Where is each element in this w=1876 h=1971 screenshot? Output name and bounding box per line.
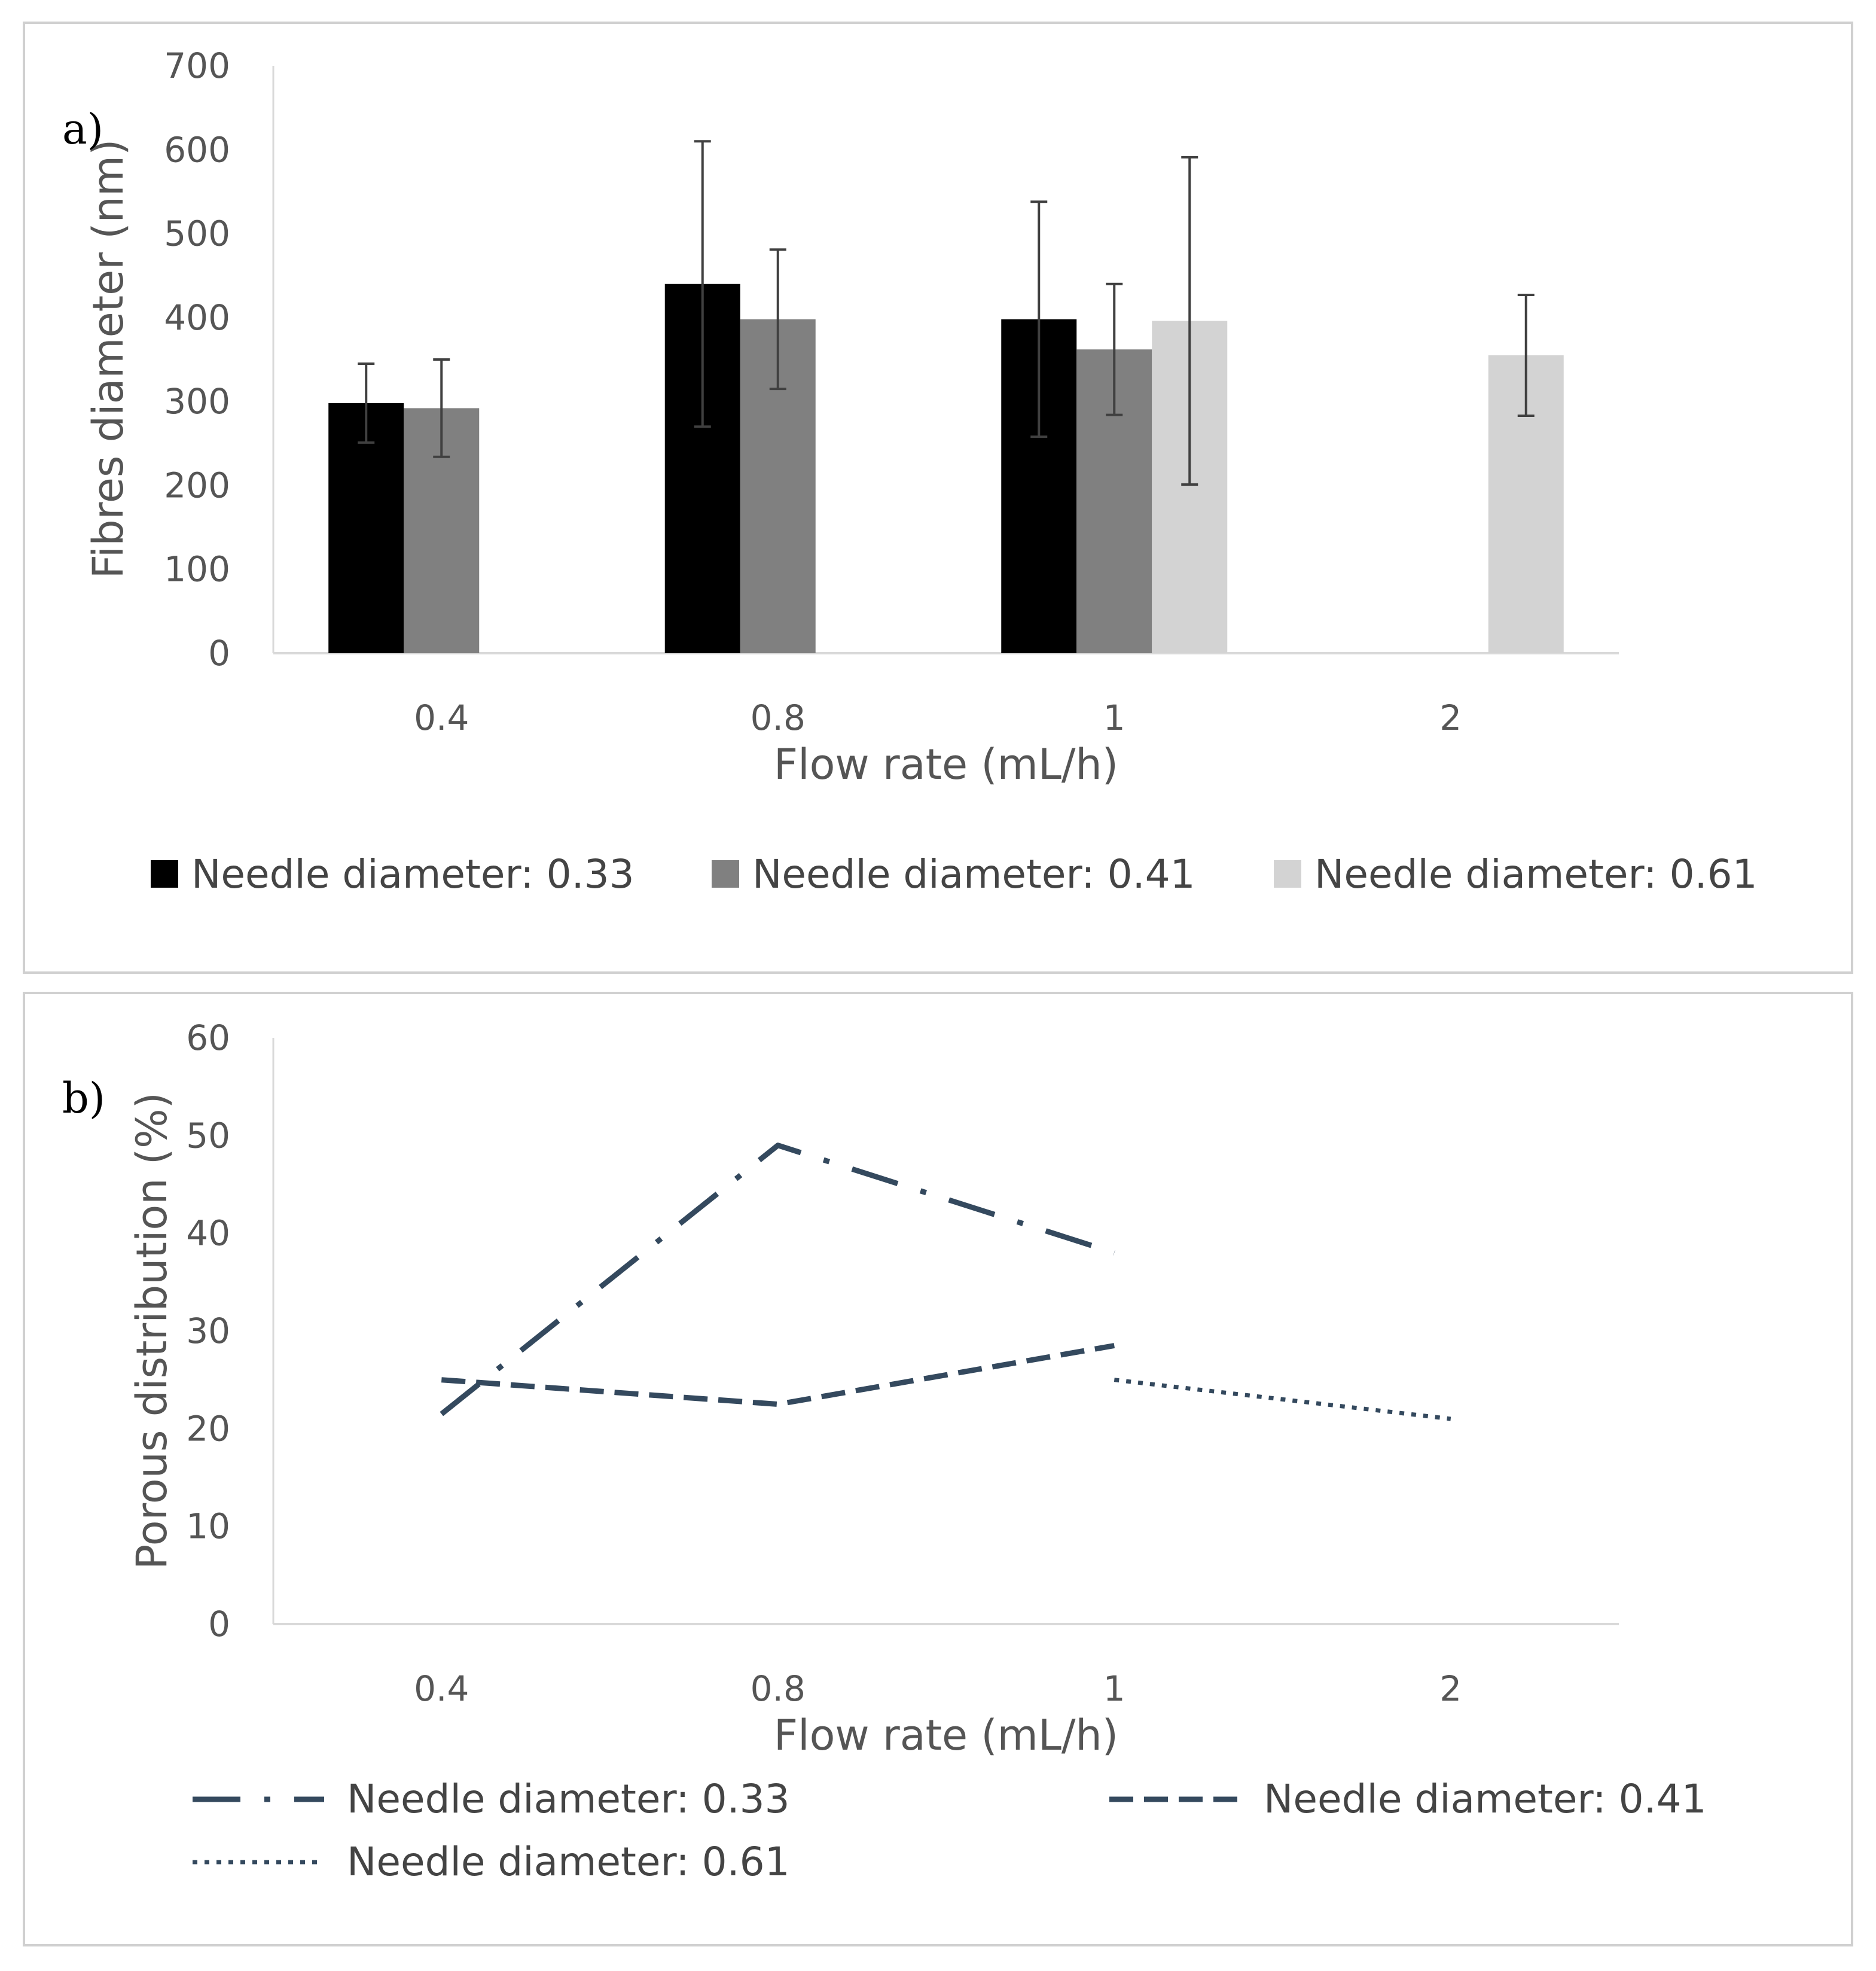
error-bar — [1106, 282, 1123, 416]
y-tick-label: 40 — [186, 1213, 230, 1254]
error-bar — [769, 248, 786, 391]
error-bars — [358, 140, 1535, 486]
x-tick-label: 2 — [1439, 697, 1462, 738]
legend-label: Needle diameter: 0.61 — [347, 1839, 790, 1885]
series-line — [1114, 1378, 1451, 1421]
y-tick-label: 60 — [186, 1018, 230, 1058]
legend-item: Needle diameter: 0.33 — [193, 1776, 790, 1822]
error-bar — [1030, 200, 1048, 438]
legend-label: Needle diameter: 0.33 — [347, 1776, 790, 1822]
series-lines — [440, 1143, 1451, 1421]
x-axis-label: Flow rate (mL/h) — [774, 740, 1118, 789]
legend-item: Needle diameter: 0.61 — [193, 1839, 790, 1885]
x-tick-label: 0.8 — [751, 697, 806, 738]
y-tick-label: 300 — [164, 381, 230, 422]
series-line — [440, 1143, 1115, 1416]
error-bar — [1517, 293, 1535, 417]
bar-chart: 0 100 200 300 400 500 600 700 0.4 0.8 1 2 Flow rat… — [62, 45, 1758, 897]
legend: Needle diameter: 0.33 Needle diameter: 0.… — [151, 851, 1758, 897]
legend-label: Needle diameter: 0.41 — [752, 851, 1195, 897]
x-axis-label: Flow rate (mL/h) — [774, 1711, 1118, 1760]
x-tick-label: 0.8 — [751, 1668, 806, 1709]
panel-label: a) — [62, 105, 103, 154]
legend-item: Needle diameter: 0.61 — [1274, 851, 1758, 897]
legend-swatch — [1274, 860, 1301, 888]
panel-label: b) — [62, 1074, 105, 1123]
y-tick-labels: 0 100 200 300 400 500 600 700 — [164, 45, 230, 674]
legend-swatch — [712, 860, 739, 888]
bar — [328, 403, 404, 653]
y-tick-label: 700 — [164, 45, 230, 86]
y-tick-label: 0 — [208, 1604, 230, 1644]
y-tick-label: 200 — [164, 465, 230, 505]
legend-item: Needle diameter: 0.33 — [151, 851, 635, 897]
x-tick-labels: 0.4 0.8 1 2 — [414, 697, 1462, 738]
y-tick-label: 20 — [186, 1408, 230, 1449]
x-tick-label: 0.4 — [414, 697, 469, 738]
legend-item: Needle diameter: 0.41 — [1109, 1776, 1707, 1822]
panel-b-frame — [23, 992, 1853, 1946]
y-axis-label: Fibres diameter (nm) — [84, 139, 133, 579]
legend: Needle diameter: 0.33 Needle diameter: 0.… — [193, 1776, 1707, 1885]
x-tick-label: 1 — [1103, 697, 1125, 738]
x-tick-label: 2 — [1439, 1668, 1462, 1709]
y-tick-label: 0 — [208, 633, 230, 674]
legend-item: Needle diameter: 0.41 — [712, 851, 1195, 897]
x-tick-label: 1 — [1103, 1668, 1125, 1709]
y-tick-label: 100 — [164, 549, 230, 590]
y-tick-label: 500 — [164, 214, 230, 254]
x-tick-labels: 0.4 0.8 1 2 — [414, 1668, 1462, 1709]
error-bar — [1181, 156, 1198, 486]
error-bar — [433, 358, 450, 458]
y-tick-label: 50 — [186, 1115, 230, 1156]
y-tick-label: 30 — [186, 1311, 230, 1351]
legend-label: Needle diameter: 0.33 — [191, 851, 635, 897]
x-tick-label: 0.4 — [414, 1668, 469, 1709]
error-bar — [694, 140, 711, 428]
y-tick-label: 400 — [164, 297, 230, 338]
panel-a-frame — [23, 22, 1853, 974]
legend-swatch — [151, 860, 178, 888]
legend-label: Needle diameter: 0.41 — [1264, 1776, 1707, 1822]
legend-label: Needle diameter: 0.61 — [1314, 851, 1758, 897]
y-axis-label: Porous distribution (%) — [127, 1092, 176, 1570]
y-tick-label: 600 — [164, 129, 230, 170]
error-bar — [358, 362, 375, 444]
y-tick-label: 10 — [186, 1506, 230, 1547]
y-tick-labels: 0 10 20 30 40 50 60 — [186, 1018, 230, 1644]
series-line — [441, 1343, 1115, 1407]
